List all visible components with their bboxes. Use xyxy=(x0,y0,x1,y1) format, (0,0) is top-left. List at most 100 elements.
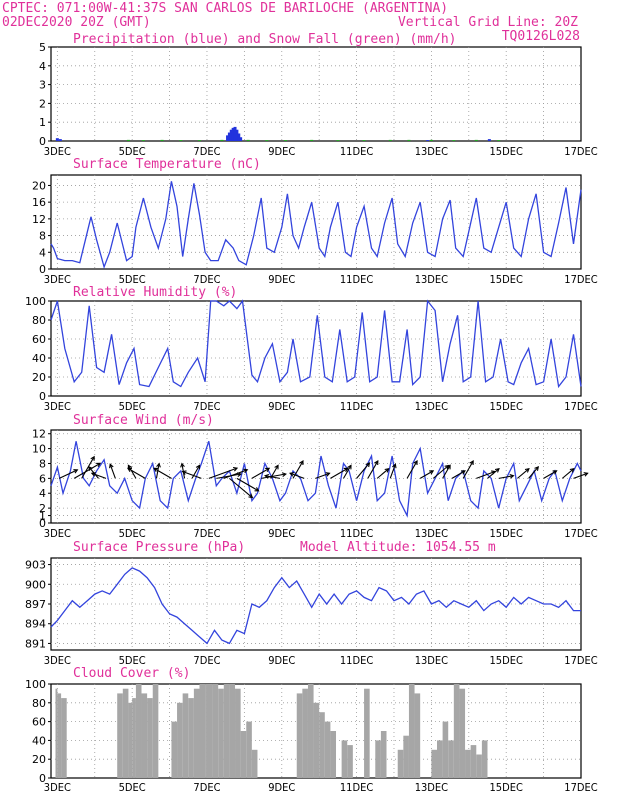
wind-arrow-head xyxy=(534,465,540,471)
panel-title: Surface Pressure (hPa) xyxy=(73,540,245,555)
cloud-bar xyxy=(135,684,142,778)
wind-arrow xyxy=(81,456,95,479)
cloud-bar xyxy=(448,740,454,778)
cloud-bar xyxy=(177,702,183,778)
x-tick-label: 9DEC xyxy=(268,654,295,667)
cloud-bar xyxy=(453,684,460,778)
y-tick-label: 8 xyxy=(39,457,46,470)
wind-arrow xyxy=(573,472,588,479)
wind-arrow-head xyxy=(195,464,201,470)
wind-arrow-head xyxy=(446,464,451,470)
cloud-bar xyxy=(481,740,488,778)
cloud-bar xyxy=(235,688,241,778)
snow-bar xyxy=(141,140,145,141)
y-tick-label: 100 xyxy=(25,678,46,691)
wind-arrow xyxy=(73,462,101,479)
wind-arrow xyxy=(451,470,466,479)
wind-arrow-head xyxy=(109,463,114,469)
cloud-bar xyxy=(470,745,477,778)
snow-bar xyxy=(497,140,501,141)
cloud-bar xyxy=(251,749,258,778)
wind-arrow xyxy=(462,460,474,479)
x-tick-label: 5DEC xyxy=(119,654,146,667)
cloud-bar xyxy=(307,684,314,778)
y-tick-label: 2 xyxy=(39,97,46,110)
wind-arrow xyxy=(236,477,259,492)
wind-arrow-head xyxy=(347,464,352,470)
wind-arrow xyxy=(261,473,286,479)
precip-bar xyxy=(58,139,62,141)
cloud-bar xyxy=(55,688,58,778)
x-tick-label: 11DEC xyxy=(340,145,373,158)
wind-arrow xyxy=(376,468,389,479)
header-grid-line: Vertical Grid Line: 20Z xyxy=(398,15,578,30)
x-tick-label: 3DEC xyxy=(44,654,71,667)
wind-arrow-head xyxy=(181,470,187,475)
wind-arrow-head xyxy=(88,465,93,471)
header-code: TQ0126L028 xyxy=(502,29,580,44)
y-tick-label: 4 xyxy=(39,246,46,259)
cloud-bar xyxy=(403,735,409,778)
snow-bar xyxy=(126,139,130,141)
panel-title: Relative Humidity (%) xyxy=(73,285,237,300)
cloud-bar xyxy=(240,731,247,778)
x-tick-label: 9DEC xyxy=(268,527,295,540)
snow-bar xyxy=(362,140,366,141)
cloud-bar xyxy=(152,684,159,778)
cloud-bar xyxy=(341,740,348,778)
x-tick-label: 7DEC xyxy=(193,527,220,540)
wind-arrow-head xyxy=(90,472,96,477)
x-tick-label: 9DEC xyxy=(268,400,295,413)
cloud-bar xyxy=(147,698,153,778)
y-tick-label: 60 xyxy=(32,716,46,729)
snow-bar xyxy=(429,139,433,141)
cloud-bar xyxy=(319,712,325,778)
cloud-bar xyxy=(212,684,219,778)
wind-arrow xyxy=(419,470,434,479)
wind-arrow-head xyxy=(384,467,390,473)
y-tick-label: 20 xyxy=(32,753,46,766)
panel-annotation: Model Altitude: 1054.55 m xyxy=(300,540,496,555)
series-line xyxy=(50,567,581,645)
x-tick-label: 13DEC xyxy=(415,781,448,794)
wind-arrow-head xyxy=(583,472,589,477)
cloud-bar xyxy=(397,749,404,778)
cloud-bar xyxy=(375,740,381,778)
panel-title: Cloud Cover (%) xyxy=(73,666,190,681)
wind-arrow-head xyxy=(254,487,260,492)
x-tick-label: 9DEC xyxy=(268,781,295,794)
wind-arrow-head xyxy=(289,472,295,477)
x-tick-label: 7DEC xyxy=(193,654,220,667)
x-tick-label: 11DEC xyxy=(340,273,373,286)
wind-arrow-head xyxy=(73,469,79,474)
cloud-bar xyxy=(205,684,207,778)
wind-arrow xyxy=(356,462,370,479)
wind-arrow xyxy=(289,472,305,479)
wind-arrow-head xyxy=(469,460,474,466)
x-tick-label: 3DEC xyxy=(44,273,71,286)
plot-frame xyxy=(50,300,582,397)
x-tick-label: 15DEC xyxy=(489,273,522,286)
cloud-bar xyxy=(128,702,133,778)
wind-arrow-head xyxy=(325,472,331,477)
series-line xyxy=(50,440,582,518)
wind-arrow-head xyxy=(374,460,379,466)
panel-2: 0 20 40 60 80 100 3DEC 5DEC 7DEC 9DEC 11DEC 13DEC 15… xyxy=(25,285,598,413)
y-tick-label: 20 xyxy=(32,179,46,192)
y-tick-label: 0 xyxy=(39,517,46,530)
precip-bar xyxy=(227,132,231,141)
x-tick-label: 5DEC xyxy=(119,145,146,158)
wind-arrow xyxy=(543,470,557,479)
wind-arrow xyxy=(476,471,496,479)
wind-arrow-head xyxy=(90,455,95,461)
snow-bar xyxy=(220,139,224,141)
x-tick-label: 15DEC xyxy=(489,527,522,540)
y-tick-label: 80 xyxy=(32,697,46,710)
wind-arrow-head xyxy=(281,472,287,477)
panel-5: 0 20 40 60 80 100 3DEC 5DEC 7DEC 9DEC 11DEC 13DEC 15… xyxy=(25,666,598,794)
snow-bar xyxy=(407,139,411,141)
wind-arrow xyxy=(517,468,530,479)
wind-arrow-head xyxy=(460,470,466,475)
wind-arrow xyxy=(330,467,348,479)
snow-bar xyxy=(197,140,201,141)
